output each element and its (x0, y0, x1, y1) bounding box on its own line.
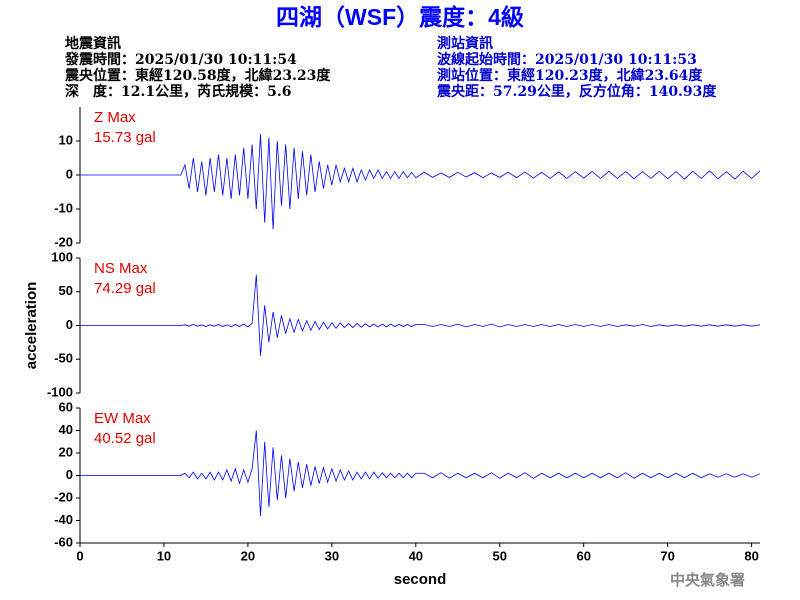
footer: 中央氣象署 (670, 571, 745, 589)
y-tick-label: 0 (66, 166, 73, 181)
y-tick-label: 60 (59, 399, 73, 414)
info-line: 測站位置：東經120.23度，北緯23.64度 (437, 67, 703, 84)
info-line: 深 度：12.1公里，芮氏規模：5.6 (65, 83, 291, 100)
annotation: 15.73 gal (94, 129, 156, 146)
y-tick-label: -100 (47, 384, 73, 399)
x-tick-label: 40 (409, 548, 423, 563)
y-tick-label: -50 (54, 351, 73, 366)
y-axis-label: acceleration (23, 282, 40, 370)
y-tick-label: -20 (54, 489, 73, 504)
y-tick-label: -60 (54, 534, 73, 549)
x-tick-label: 80 (744, 548, 758, 563)
x-tick-label: 30 (325, 548, 339, 563)
y-tick-label: -10 (54, 200, 73, 215)
y-tick-label: 10 (59, 132, 73, 147)
y-tick-label: 20 (59, 444, 73, 459)
waveform (80, 134, 761, 230)
x-axis-label: second (394, 571, 447, 588)
y-tick-label: 0 (66, 317, 73, 332)
waveform (80, 274, 761, 356)
info-line: 測站資訊 (437, 35, 493, 52)
info-line: 震央距：57.29公里，反方位角：140.93度 (436, 83, 717, 100)
info-line: 震央位置：東經120.58度，北緯23.23度 (64, 67, 331, 84)
x-tick-label: 20 (241, 548, 255, 563)
x-tick-label: 50 (493, 548, 507, 563)
waveform (80, 430, 761, 517)
y-tick-label: -40 (54, 512, 73, 527)
y-tick-label: 0 (66, 467, 73, 482)
x-tick-label: 60 (576, 548, 590, 563)
chart-title: 四湖（WSF）震度：4級 (276, 4, 524, 30)
y-tick-label: -20 (54, 234, 73, 249)
info-line: 波線起始時間：2025/01/30 10:11:53 (437, 51, 697, 68)
annotation: 40.52 gal (94, 430, 156, 447)
y-tick-label: 100 (51, 249, 73, 264)
x-tick-label: 70 (660, 548, 674, 563)
x-tick-label: 0 (76, 548, 83, 563)
x-tick-label: 10 (157, 548, 171, 563)
annotation: 74.29 gal (94, 280, 156, 297)
info-line: 地震資訊 (65, 35, 121, 52)
annotation: EW Max (94, 410, 151, 427)
y-tick-label: 40 (59, 422, 73, 437)
y-tick-label: 50 (59, 283, 73, 298)
annotation: Z Max (94, 109, 136, 126)
info-line: 發震時間：2025/01/30 10:11:54 (64, 51, 297, 68)
annotation: NS Max (94, 260, 148, 277)
